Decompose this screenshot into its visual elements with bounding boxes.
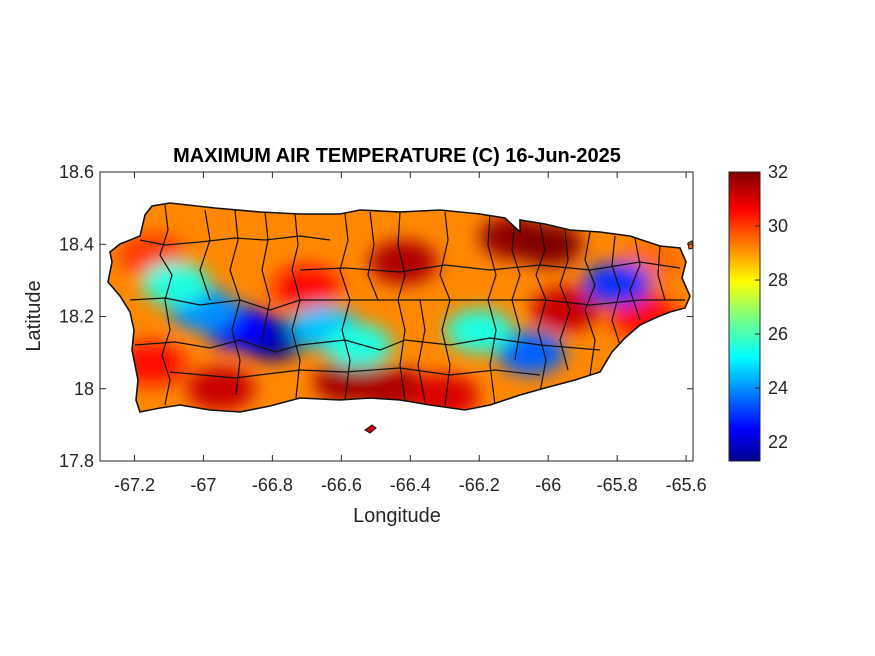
colorbar-ticks: 22 24 26 28 30 32 [755, 162, 788, 452]
x-axis-ticks: -67.2 -67 -66.8 -66.6 -66.4 -66.2 -66 -65.8 -65.… [114, 172, 707, 495]
x-tick-label: -66.4 [390, 475, 431, 495]
colorbar-tick-label: 22 [768, 432, 788, 452]
boundary-line [159, 204, 173, 406]
boundary-line [611, 235, 621, 346]
boundary-line [629, 237, 641, 321]
y-axis-ticks: 17.8 18 18.2 18.4 18.6 [59, 162, 693, 471]
heatmap-cell [531, 287, 600, 332]
heatmap-cell [324, 323, 393, 368]
x-tick-label: -65.8 [597, 475, 638, 495]
boundary-line [299, 261, 681, 273]
colorbar-tick-label: 26 [768, 324, 788, 344]
y-tick-label: 18.6 [59, 162, 94, 182]
heatmap-cell [272, 265, 341, 310]
x-tick-label: -66.2 [459, 475, 500, 495]
x-tick-label: -67.2 [114, 475, 155, 495]
municipality-boundaries [129, 204, 685, 406]
boundary-line [511, 217, 521, 361]
x-axis-label: Longitude [353, 505, 441, 527]
x-tick-label: -67 [190, 475, 216, 495]
heatmap-cell [369, 240, 438, 285]
boundary-line [139, 235, 331, 246]
heatmap-cell [186, 366, 255, 411]
heatmap-cell [445, 308, 514, 353]
y-tick-label: 18 [74, 379, 94, 399]
y-tick-label: 17.8 [59, 451, 94, 471]
boundary-line [129, 297, 685, 311]
y-tick-label: 18.4 [59, 234, 94, 254]
heatmap-cell [141, 261, 210, 306]
boundary-line [559, 229, 571, 371]
boundary-line [657, 245, 666, 301]
boundary-line [367, 211, 379, 301]
x-tick-label: -66.8 [252, 475, 293, 495]
boundary-line [134, 337, 601, 353]
boundary-line [199, 209, 211, 301]
offshore-islet [364, 424, 377, 434]
heatmap-cell [583, 261, 652, 306]
colorbar-tick-label: 24 [768, 378, 788, 398]
y-tick-label: 18.2 [59, 307, 94, 327]
colorbar-tick-label: 28 [768, 270, 788, 290]
x-tick-label: -66.6 [321, 475, 362, 495]
colorbar-tick-label: 32 [768, 162, 788, 182]
boundary-line [584, 231, 596, 376]
y-axis-label: Latitude [23, 280, 45, 351]
x-tick-label: -65.6 [666, 475, 707, 495]
boundary-line [417, 299, 426, 403]
colorbar-tick-label: 30 [768, 216, 788, 236]
colorbar [728, 171, 761, 462]
boundary-line [169, 367, 541, 379]
chart-title: MAXIMUM AIR TEMPERATURE (C) 16-Jun-2025 [173, 145, 621, 167]
boundary-line [261, 211, 271, 341]
heatmap-blobs [117, 215, 686, 412]
x-tick-label: -66 [535, 475, 561, 495]
offshore-islet [687, 240, 694, 250]
